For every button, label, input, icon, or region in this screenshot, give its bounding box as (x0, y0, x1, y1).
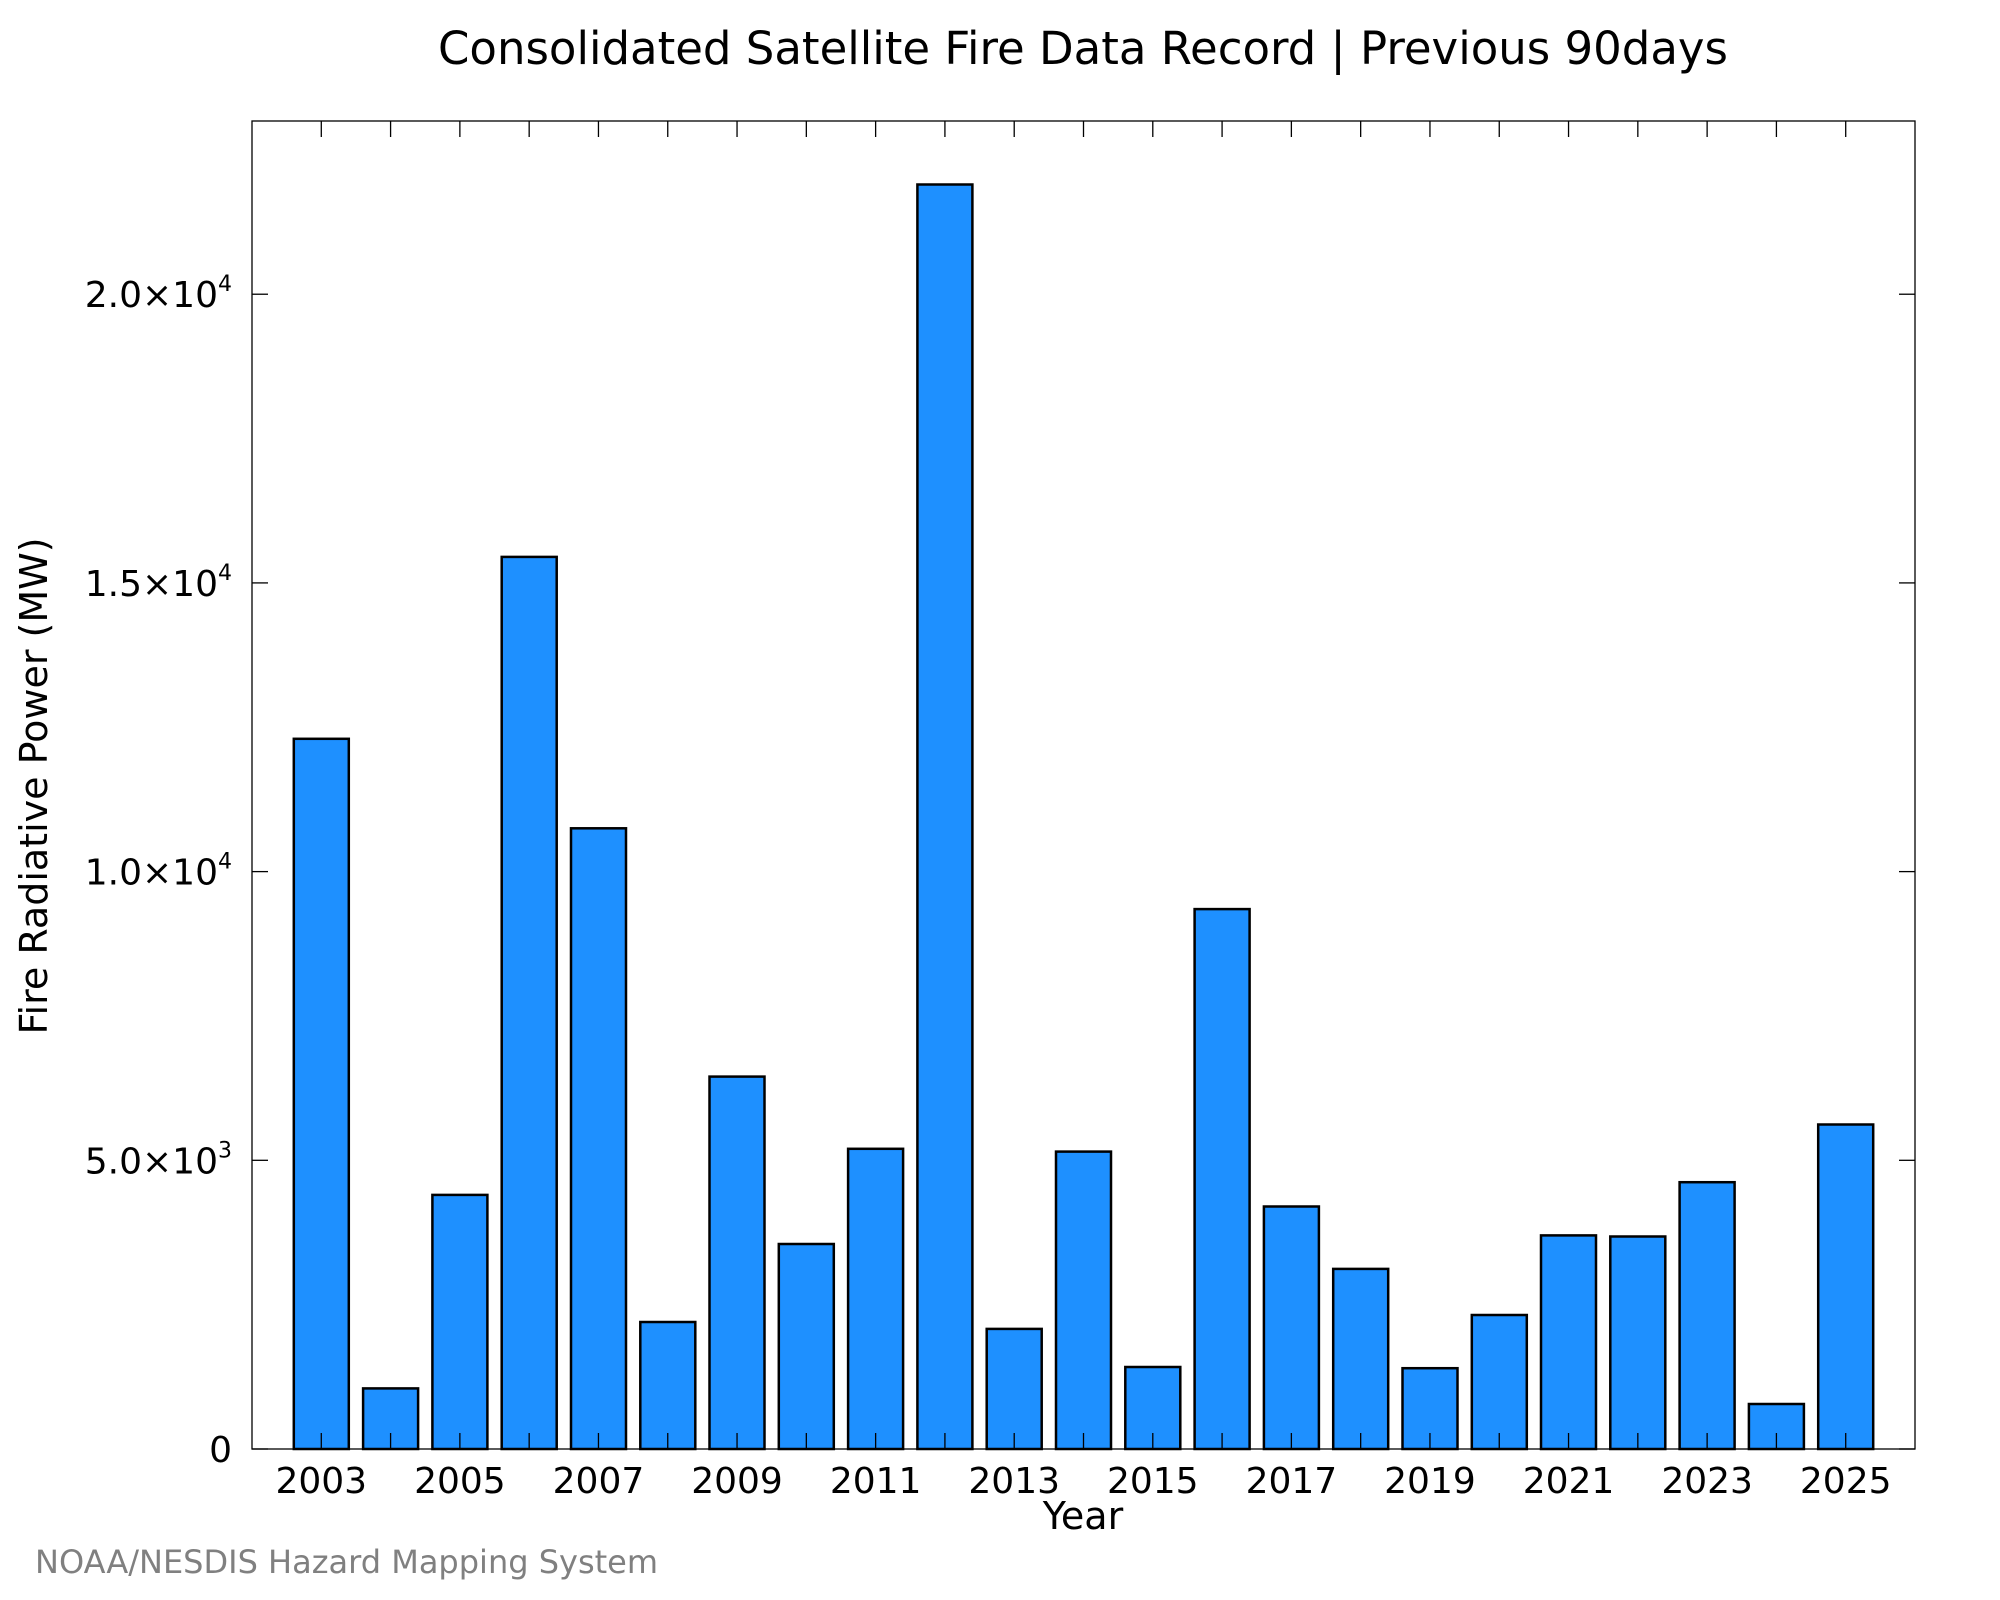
x-axis-label: Year (1042, 1494, 1124, 1538)
bar-2006 (500, 555, 558, 1451)
x-tick-label-2017: 2017 (1246, 1461, 1338, 1502)
ticks-layer: 2003 2005 2007 2009 2011 2013 2015 2017 2019 2021… (85, 121, 1915, 1502)
bar-2021 (1539, 1234, 1598, 1451)
bar-2017 (1262, 1205, 1321, 1451)
x-tick-label-2015: 2015 (1107, 1461, 1199, 1502)
x-tick-label-2009: 2009 (691, 1461, 783, 1502)
x-tick-label-2019: 2019 (1384, 1461, 1476, 1502)
bar-2020 (1470, 1313, 1529, 1451)
bar-2011 (846, 1147, 905, 1451)
x-tick-label-2023: 2023 (1661, 1461, 1753, 1502)
x-tick-label-2021: 2021 (1523, 1461, 1615, 1502)
bar-2023 (1678, 1180, 1736, 1451)
bar-2022 (1609, 1235, 1667, 1451)
chart-title: Consolidated Satellite Fire Data Record … (438, 22, 1728, 75)
y-tick-label-20000: 2.0×104 (85, 272, 232, 316)
y-tick-label-0: 0 (209, 1430, 232, 1471)
y-tick-label-15000: 1.5×104 (85, 561, 232, 605)
bar-2013 (985, 1327, 1043, 1451)
x-tick-label-2003: 2003 (275, 1461, 367, 1502)
y-tick-label-5000: 5.0×103 (85, 1138, 232, 1182)
x-tick-label-2011: 2011 (830, 1461, 922, 1502)
y-axis-label: Fire Radiative Power (MW) (12, 537, 56, 1034)
x-tick-label-2007: 2007 (553, 1461, 645, 1502)
y-tick-label-10000: 1.0×104 (85, 850, 232, 894)
bar-2014 (1054, 1150, 1113, 1451)
x-tick-label-2025: 2025 (1800, 1461, 1892, 1502)
bar-2007 (569, 827, 628, 1451)
bar-2008 (639, 1320, 697, 1451)
bar-2016 (1193, 907, 1251, 1451)
bar-2018 (1331, 1267, 1390, 1451)
bar-2003 (292, 737, 351, 1451)
source-credit: NOAA/NESDIS Hazard Mapping System (35, 1543, 659, 1581)
plot-frame (251, 120, 1916, 1450)
bar-2010 (777, 1242, 836, 1451)
x-tick-label-2005: 2005 (414, 1461, 506, 1502)
bar-2009 (708, 1075, 766, 1451)
bar-2012 (916, 183, 974, 1451)
x-tick-label-2013: 2013 (968, 1461, 1060, 1502)
bar-2005 (431, 1193, 489, 1451)
bars-layer (292, 183, 1875, 1451)
bar-2025 (1816, 1123, 1875, 1451)
